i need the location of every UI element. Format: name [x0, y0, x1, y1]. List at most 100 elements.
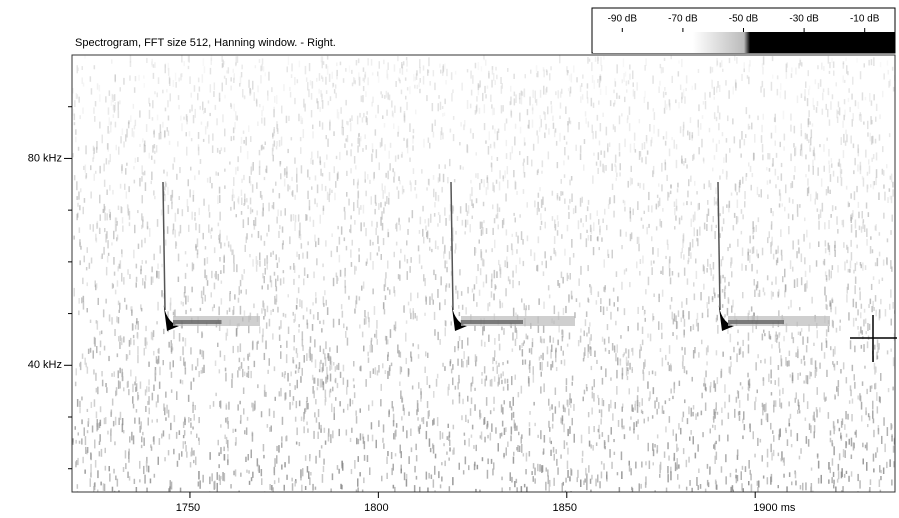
noise-speck [232, 68, 234, 73]
noise-speck [113, 94, 116, 101]
noise-speck [89, 76, 92, 82]
noise-speck [779, 428, 781, 437]
noise-speck [372, 368, 375, 374]
noise-speck [825, 338, 827, 343]
noise-speck [341, 310, 344, 318]
noise-speck [494, 80, 496, 85]
noise-speck [132, 383, 134, 393]
noise-speck [771, 236, 773, 245]
noise-speck [397, 131, 399, 137]
noise-speck [800, 144, 802, 150]
noise-speck [334, 84, 337, 89]
noise-speck [348, 198, 350, 206]
noise-speck [589, 346, 592, 350]
noise-speck [234, 122, 236, 130]
noise-speck [335, 92, 337, 99]
noise-speck [298, 329, 300, 333]
noise-speck [226, 417, 229, 425]
noise-speck [219, 194, 221, 203]
noise-speck [275, 254, 277, 261]
noise-speck [260, 65, 262, 72]
noise-speck [244, 193, 246, 203]
noise-speck [355, 295, 358, 305]
noise-speck [421, 417, 423, 422]
noise-speck [664, 87, 666, 91]
noise-speck [589, 224, 592, 233]
noise-speck [326, 374, 329, 380]
noise-speck [123, 277, 125, 285]
noise-speck [262, 273, 264, 279]
noise-speck [324, 290, 326, 296]
noise-speck [652, 387, 655, 395]
noise-speck [203, 66, 206, 74]
noise-speck [364, 171, 366, 180]
noise-speck [628, 465, 631, 472]
noise-speck [246, 151, 249, 160]
noise-speck [231, 194, 234, 202]
noise-speck [863, 121, 865, 125]
noise-speck [799, 485, 802, 490]
noise-speck [361, 489, 364, 492]
noise-speck [141, 260, 143, 265]
noise-speck [800, 277, 803, 286]
noise-speck [836, 216, 838, 225]
noise-speck [799, 59, 802, 66]
noise-speck [359, 433, 362, 441]
noise-speck [346, 192, 348, 197]
noise-speck [485, 187, 488, 196]
noise-speck [735, 468, 737, 473]
noise-speck [512, 279, 514, 289]
noise-speck [325, 376, 327, 384]
noise-speck [644, 317, 646, 322]
noise-speck [182, 301, 184, 307]
noise-speck [860, 264, 862, 269]
noise-speck [165, 239, 167, 246]
noise-speck [114, 121, 117, 128]
noise-speck [371, 72, 374, 76]
noise-speck [525, 305, 527, 311]
noise-speck [87, 348, 90, 354]
noise-speck [623, 425, 625, 430]
noise-speck [816, 409, 818, 418]
noise-speck [663, 57, 666, 61]
noise-speck [111, 373, 113, 377]
noise-speck [82, 301, 85, 310]
noise-speck [318, 369, 321, 373]
noise-speck [483, 123, 486, 131]
noise-speck [292, 190, 294, 197]
noise-speck [453, 179, 456, 183]
noise-speck [808, 89, 810, 96]
noise-speck [477, 84, 480, 88]
noise-speck [455, 285, 457, 290]
noise-speck [872, 300, 874, 308]
noise-speck [406, 259, 409, 264]
noise-speck [570, 290, 573, 299]
noise-speck [103, 345, 106, 351]
noise-speck [479, 435, 482, 439]
noise-speck [486, 175, 489, 180]
noise-speck [854, 276, 857, 284]
noise-speck [820, 474, 822, 484]
noise-speck [318, 88, 320, 94]
noise-speck [240, 414, 242, 421]
noise-speck [869, 93, 871, 102]
noise-speck [363, 222, 365, 227]
noise-speck [357, 438, 360, 445]
noise-speck [831, 477, 833, 484]
noise-speck [238, 490, 240, 492]
noise-speck [193, 459, 195, 464]
noise-speck [423, 274, 425, 282]
noise-speck [588, 346, 591, 354]
noise-speck [675, 198, 678, 207]
noise-speck [752, 152, 755, 161]
noise-speck [753, 153, 755, 160]
noise-speck [361, 331, 364, 338]
noise-speck [654, 490, 656, 492]
noise-speck [702, 432, 704, 438]
noise-speck [383, 59, 385, 65]
noise-speck [287, 294, 289, 298]
noise-speck [100, 255, 103, 260]
noise-speck [306, 319, 308, 325]
noise-speck [682, 88, 685, 98]
noise-speck [586, 83, 589, 89]
